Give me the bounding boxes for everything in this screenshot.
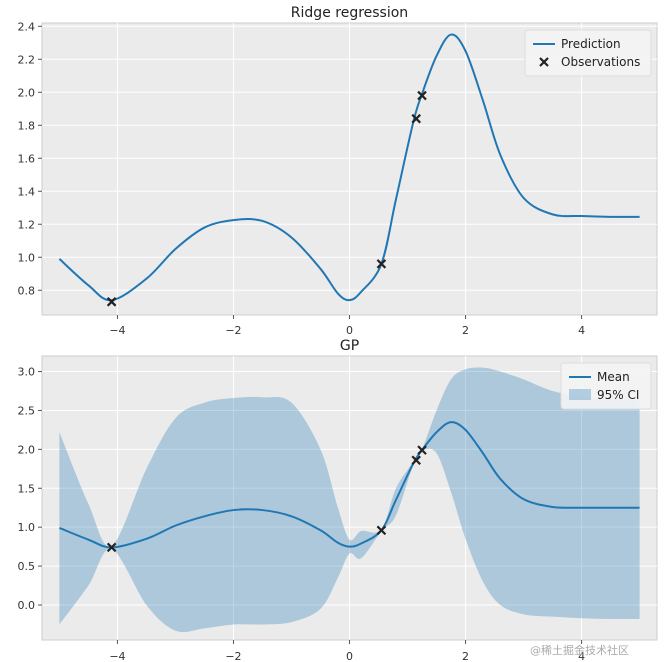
marker-stroke bbox=[411, 113, 421, 124]
plot-content bbox=[58, 33, 640, 307]
x-tick-label: 4 bbox=[578, 324, 585, 337]
legend-label: Prediction bbox=[561, 37, 621, 51]
legend-label: Mean bbox=[597, 370, 630, 384]
marker-stroke bbox=[106, 297, 117, 307]
observation-point bbox=[411, 455, 421, 466]
marker-stroke bbox=[106, 542, 117, 553]
legend-label: 95% CI bbox=[597, 388, 639, 402]
legend: Mean 95% CI bbox=[560, 362, 652, 410]
y-tick-label: 2.4 bbox=[18, 20, 36, 33]
chart-title: GP bbox=[340, 338, 359, 354]
observation-point bbox=[417, 445, 427, 455]
legend-label: Observations bbox=[561, 55, 640, 69]
x-tick-label: −2 bbox=[225, 324, 241, 337]
legend-item: Observations bbox=[539, 55, 640, 69]
legend: Prediction Observations bbox=[524, 29, 652, 77]
y-tick-label: 0.0 bbox=[18, 599, 36, 612]
x-tick-label: −2 bbox=[225, 650, 241, 662]
legend-item: Prediction bbox=[533, 37, 621, 51]
y-tick-label: 2.0 bbox=[18, 86, 36, 99]
observation-point bbox=[106, 542, 117, 553]
watermark: @稀土掘金技术社区 bbox=[530, 643, 629, 657]
legend-band-swatch bbox=[569, 389, 591, 400]
y-tick-label: 0.5 bbox=[18, 560, 36, 573]
y-tick-label: 2.0 bbox=[18, 443, 36, 456]
marker-stroke bbox=[417, 90, 427, 101]
observation-point bbox=[417, 90, 427, 101]
observation-point bbox=[376, 525, 387, 536]
y-tick-label: 1.4 bbox=[18, 185, 36, 198]
y-tick-label: 0.8 bbox=[18, 284, 36, 297]
marker-stroke bbox=[411, 455, 421, 466]
observation-point bbox=[106, 297, 117, 307]
y-tick-label: 1.6 bbox=[18, 152, 36, 165]
plot-content bbox=[59, 367, 640, 633]
x-tick-label: −4 bbox=[109, 324, 125, 337]
ci-band bbox=[59, 367, 640, 633]
legend-box bbox=[524, 29, 652, 77]
y-tick-label: 1.8 bbox=[18, 119, 36, 132]
y-tick-label: 2.5 bbox=[18, 404, 36, 417]
y-tick-label: 2.2 bbox=[18, 53, 36, 66]
y-tick-label: 1.2 bbox=[18, 218, 36, 231]
chart-title: Ridge regression bbox=[291, 5, 408, 21]
legend-box bbox=[560, 362, 652, 410]
observation-point bbox=[411, 113, 421, 124]
x-tick-label: 4 bbox=[578, 650, 585, 662]
x-tick-label: 2 bbox=[462, 650, 469, 662]
y-tick-label: 1.0 bbox=[18, 251, 36, 264]
x-tick-label: 2 bbox=[462, 324, 469, 337]
x-tick-label: 0 bbox=[346, 324, 353, 337]
y-tick-label: 1.0 bbox=[18, 521, 36, 534]
legend-marker-swatch bbox=[539, 57, 549, 67]
gp-panel: −4 −2 0 2 4 0.0 0.5 1.0 1.5 2.0 2.5 3.0 GP Mean 95% CI bbox=[18, 338, 658, 662]
observation-point bbox=[376, 259, 387, 269]
marker-stroke bbox=[376, 525, 387, 536]
ridge-regression-panel: −4 −2 0 2 4 0.8 1.0 1.2 1.4 1.6 1.8 2.0 2.2 2.4 Ridge … bbox=[18, 5, 658, 337]
legend-item: Mean bbox=[569, 370, 630, 384]
marker-stroke bbox=[376, 259, 387, 269]
x-tick-label: −4 bbox=[109, 650, 125, 662]
x-tick-label: 0 bbox=[346, 650, 353, 662]
y-tick-label: 1.5 bbox=[18, 482, 36, 495]
marker-stroke bbox=[417, 445, 427, 455]
legend-item: 95% CI bbox=[569, 388, 639, 402]
y-tick-label: 3.0 bbox=[18, 366, 36, 379]
